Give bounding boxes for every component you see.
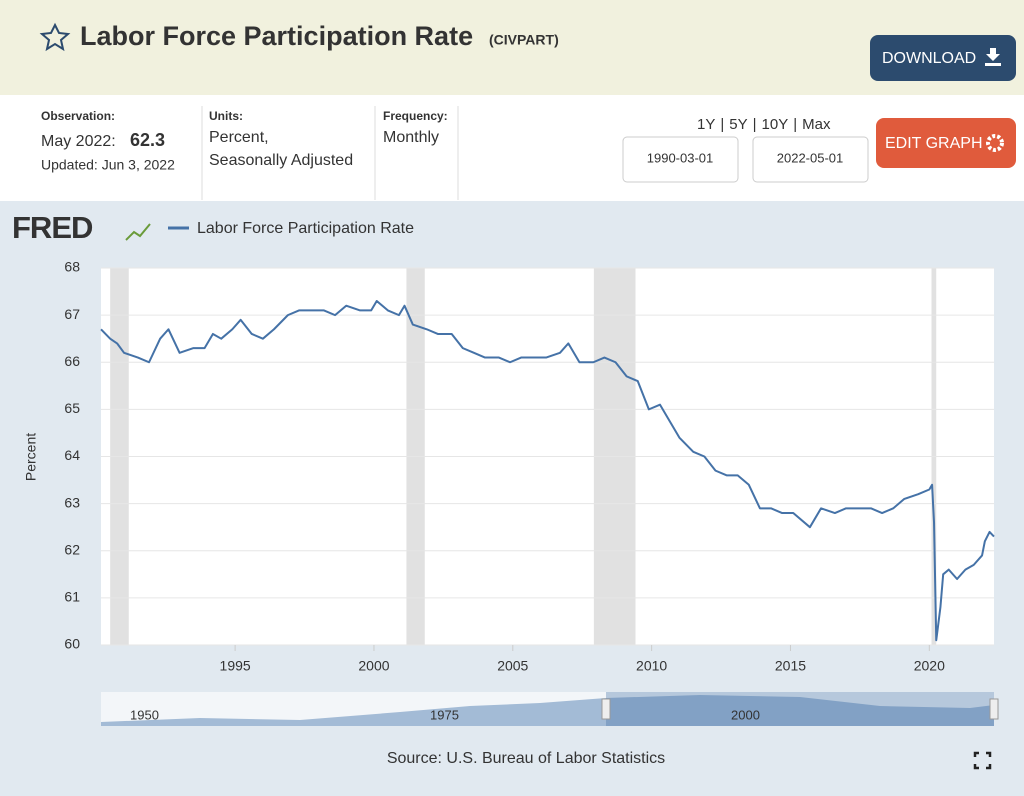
y-tick-label: 65 bbox=[64, 400, 80, 416]
download-bg bbox=[870, 35, 1016, 81]
source: Source: U.S. Bureau of Labor Statistics bbox=[387, 750, 665, 767]
obs-label: Observation: bbox=[41, 109, 115, 123]
navigator-handle[interactable] bbox=[989, 698, 999, 720]
y-tick-label: 62 bbox=[64, 541, 80, 557]
edit-label: EDIT GRAPH bbox=[885, 135, 983, 152]
units-label: Units: bbox=[209, 109, 243, 123]
download-label: DOWNLOAD bbox=[882, 50, 976, 67]
plot: 60 61 62 63 64 65 66 67 68 1995 2000 2005 2010 2015 20… bbox=[64, 259, 995, 674]
updated: Updated: Jun 3, 2022 bbox=[41, 157, 175, 173]
range-link[interactable]: 5Y bbox=[729, 116, 747, 133]
y-tick-label: 66 bbox=[64, 353, 80, 369]
series-id: (CIVPART) bbox=[489, 32, 559, 48]
x-tick-label: 2000 bbox=[358, 658, 389, 674]
range-link[interactable]: 1Y bbox=[697, 116, 715, 133]
y-tick-label: 61 bbox=[64, 589, 80, 605]
x-tick-label: 2005 bbox=[497, 658, 528, 674]
gear-icon bbox=[986, 134, 1004, 152]
legend-label: Labor Force Participation Rate bbox=[197, 220, 414, 237]
frequency-label: Frequency: bbox=[383, 109, 448, 123]
end-date: 2022-05-01 bbox=[777, 150, 844, 165]
header-band bbox=[0, 0, 1024, 95]
y-tick-label: 63 bbox=[64, 494, 80, 510]
y-tick-label: 64 bbox=[64, 447, 80, 463]
y-axis-label: Percent bbox=[23, 433, 39, 481]
navigator-label: 1975 bbox=[430, 707, 459, 722]
frequency: Monthly bbox=[383, 129, 439, 146]
download-button[interactable]: DOWNLOAD bbox=[870, 35, 1016, 81]
navigator-area bbox=[101, 695, 994, 726]
range-separator: | bbox=[753, 116, 757, 133]
navigator-label: 1950 bbox=[130, 707, 159, 722]
download-icon bbox=[985, 48, 1001, 66]
units-line: Seasonally Adjusted bbox=[209, 152, 353, 169]
y-tick-label: 68 bbox=[64, 259, 80, 275]
navigator-selection[interactable] bbox=[606, 692, 994, 726]
obs-value: 62.3 bbox=[130, 130, 165, 150]
x-tick-label: 2015 bbox=[775, 658, 806, 674]
range-link[interactable]: 10Y bbox=[762, 116, 789, 133]
y-tick-label: 60 bbox=[64, 636, 80, 652]
range-links: 1Y | 5Y | 10Y | Max bbox=[697, 116, 831, 133]
units-line: Percent, bbox=[209, 129, 269, 146]
navigator: 1950 1975 2000 bbox=[101, 692, 999, 726]
x-tick-label: 2020 bbox=[914, 658, 945, 674]
x-tick-label: 2010 bbox=[636, 658, 667, 674]
range-separator: | bbox=[793, 116, 797, 133]
end-date-input[interactable] bbox=[752, 136, 869, 183]
favorite-star[interactable] bbox=[39, 22, 71, 52]
start-date-input[interactable] bbox=[622, 136, 739, 183]
x-tick-label: 1995 bbox=[220, 658, 251, 674]
range-separator: | bbox=[720, 116, 724, 133]
navigator-handle[interactable] bbox=[601, 698, 611, 720]
y-tick-label: 67 bbox=[64, 306, 80, 322]
series-line bbox=[100, 299, 995, 642]
range-link[interactable]: Max bbox=[802, 116, 831, 133]
logo-icon bbox=[125, 223, 151, 241]
navigator-label: 2000 bbox=[731, 707, 760, 722]
edit-bg bbox=[876, 118, 1016, 168]
start-date: 1990-03-01 bbox=[647, 150, 714, 165]
title: Labor Force Participation Rate bbox=[80, 21, 473, 51]
obs-date: May 2022: bbox=[41, 133, 116, 150]
fred-logo: FRED bbox=[12, 210, 93, 245]
edit-graph-button[interactable]: EDIT GRAPH bbox=[876, 118, 1016, 168]
fullscreen-icon[interactable] bbox=[973, 751, 992, 770]
